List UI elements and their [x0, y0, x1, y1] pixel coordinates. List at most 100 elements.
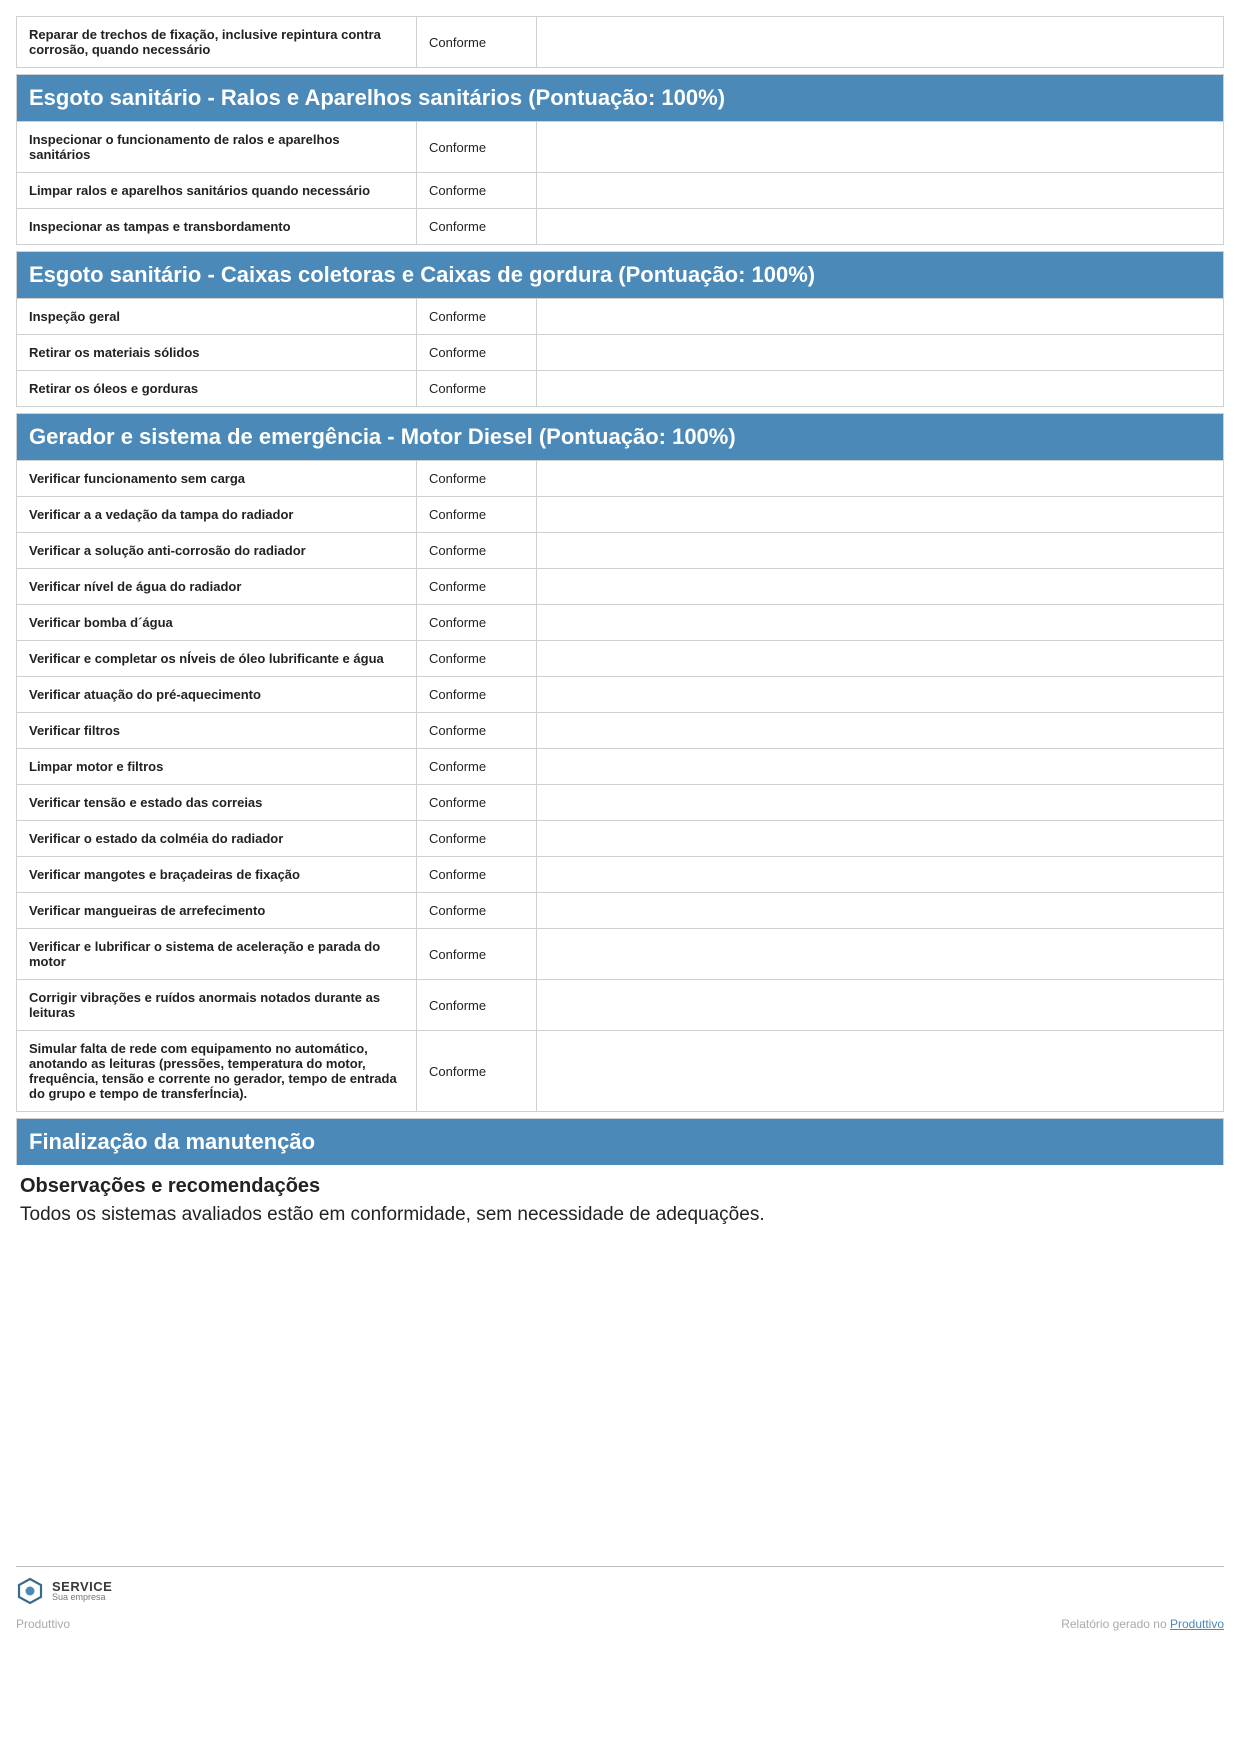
item-notes [537, 677, 1224, 713]
table-row: Verificar e completar os nÍveis de óleo … [17, 641, 1224, 677]
section-table: Inspeção geralConformeRetirar os materia… [16, 298, 1224, 407]
item-label: Inspeção geral [17, 299, 417, 335]
section-table: Inspecionar o funcionamento de ralos e a… [16, 121, 1224, 245]
item-status: Conforme [417, 209, 537, 245]
table-row: Inspecionar o funcionamento de ralos e a… [17, 122, 1224, 173]
item-status: Conforme [417, 17, 537, 68]
footer-bottom: Produttivo Relatório gerado no Produttiv… [16, 1617, 1224, 1631]
item-label: Verificar bomba d´água [17, 605, 417, 641]
item-notes [537, 173, 1224, 209]
item-status: Conforme [417, 533, 537, 569]
item-label: Verificar o estado da colméia do radiado… [17, 821, 417, 857]
item-label: Verificar a solução anti-corrosão do rad… [17, 533, 417, 569]
table-row: Verificar a a vedação da tampa do radiad… [17, 497, 1224, 533]
item-notes [537, 569, 1224, 605]
item-status: Conforme [417, 569, 537, 605]
table-row: Verificar bomba d´águaConforme [17, 605, 1224, 641]
observations-text: Todos os sistemas avaliados estão em con… [16, 1202, 1224, 1246]
item-status: Conforme [417, 461, 537, 497]
item-notes [537, 749, 1224, 785]
footer-right-prefix: Relatório gerado no [1061, 1617, 1170, 1631]
table-row: Verificar filtrosConforme [17, 713, 1224, 749]
item-status: Conforme [417, 122, 537, 173]
item-label: Retirar os materiais sólidos [17, 335, 417, 371]
item-label: Verificar funcionamento sem carga [17, 461, 417, 497]
item-label: Verificar filtros [17, 713, 417, 749]
item-label: Inspecionar o funcionamento de ralos e a… [17, 122, 417, 173]
item-label: Reparar de trechos de fixação, inclusive… [17, 17, 417, 68]
footer-right-text: Relatório gerado no Produttivo [1061, 1617, 1224, 1631]
table-row: Inspecionar as tampas e transbordamentoC… [17, 209, 1224, 245]
item-notes [537, 785, 1224, 821]
item-notes [537, 893, 1224, 929]
table-row: Verificar tensão e estado das correiasCo… [17, 785, 1224, 821]
section-header: Esgoto sanitário - Ralos e Aparelhos san… [16, 74, 1224, 121]
item-status: Conforme [417, 857, 537, 893]
item-status: Conforme [417, 929, 537, 980]
footer-link[interactable]: Produttivo [1170, 1617, 1224, 1631]
item-status: Conforme [417, 893, 537, 929]
item-status: Conforme [417, 749, 537, 785]
table-row: Verificar nível de água do radiadorConfo… [17, 569, 1224, 605]
item-notes [537, 17, 1224, 68]
item-notes [537, 929, 1224, 980]
hexagon-logo-icon [16, 1577, 44, 1605]
item-notes [537, 857, 1224, 893]
item-status: Conforme [417, 980, 537, 1031]
item-notes [537, 122, 1224, 173]
item-status: Conforme [417, 785, 537, 821]
final-header: Finalização da manutenção [16, 1118, 1224, 1165]
final-section: Finalização da manutenção Observações e … [16, 1118, 1224, 1246]
item-notes [537, 980, 1224, 1031]
item-status: Conforme [417, 713, 537, 749]
item-status: Conforme [417, 641, 537, 677]
table-row: Corrigir vibrações e ruídos anormais not… [17, 980, 1224, 1031]
observations-title: Observações e recomendações [16, 1165, 1224, 1202]
item-status: Conforme [417, 677, 537, 713]
item-notes [537, 209, 1224, 245]
item-notes [537, 1031, 1224, 1112]
table-row: Verificar a solução anti-corrosão do rad… [17, 533, 1224, 569]
table-row: Simular falta de rede com equipamento no… [17, 1031, 1224, 1112]
item-status: Conforme [417, 173, 537, 209]
footer-brand-tagline: Sua empresa [52, 1593, 112, 1602]
item-status: Conforme [417, 821, 537, 857]
orphan-table: Reparar de trechos de fixação, inclusive… [16, 16, 1224, 68]
table-row: Limpar ralos e aparelhos sanitários quan… [17, 173, 1224, 209]
page-footer: SERVICE Sua empresa Produttivo Relatório… [0, 1566, 1240, 1651]
item-notes [537, 713, 1224, 749]
table-row: Inspeção geralConforme [17, 299, 1224, 335]
section-table: Verificar funcionamento sem cargaConform… [16, 460, 1224, 1112]
table-row: Verificar atuação do pré-aquecimentoConf… [17, 677, 1224, 713]
item-label: Verificar e completar os nÍveis de óleo … [17, 641, 417, 677]
footer-left-text: Produttivo [16, 1617, 70, 1631]
section-header: Esgoto sanitário - Caixas coletoras e Ca… [16, 251, 1224, 298]
item-notes [537, 533, 1224, 569]
item-notes [537, 461, 1224, 497]
item-notes [537, 641, 1224, 677]
table-row: Retirar os materiais sólidosConforme [17, 335, 1224, 371]
table-row: Verificar funcionamento sem cargaConform… [17, 461, 1224, 497]
item-label: Inspecionar as tampas e transbordamento [17, 209, 417, 245]
item-label: Verificar atuação do pré-aquecimento [17, 677, 417, 713]
item-status: Conforme [417, 335, 537, 371]
item-label: Verificar tensão e estado das correias [17, 785, 417, 821]
item-label: Verificar mangueiras de arrefecimento [17, 893, 417, 929]
footer-logo-row: SERVICE Sua empresa [16, 1577, 1224, 1605]
item-notes [537, 335, 1224, 371]
item-label: Verificar a a vedação da tampa do radiad… [17, 497, 417, 533]
item-label: Retirar os óleos e gorduras [17, 371, 417, 407]
item-label: Corrigir vibrações e ruídos anormais not… [17, 980, 417, 1031]
table-row: Verificar e lubrificar o sistema de acel… [17, 929, 1224, 980]
item-label: Verificar mangotes e braçadeiras de fixa… [17, 857, 417, 893]
item-notes [537, 299, 1224, 335]
item-label: Verificar nível de água do radiador [17, 569, 417, 605]
item-label: Limpar motor e filtros [17, 749, 417, 785]
item-notes [537, 497, 1224, 533]
report-page: Reparar de trechos de fixação, inclusive… [0, 0, 1240, 1246]
item-notes [537, 821, 1224, 857]
table-row: Limpar motor e filtrosConforme [17, 749, 1224, 785]
item-label: Limpar ralos e aparelhos sanitários quan… [17, 173, 417, 209]
table-row: Verificar mangueiras de arrefecimentoCon… [17, 893, 1224, 929]
table-row: Reparar de trechos de fixação, inclusive… [17, 17, 1224, 68]
